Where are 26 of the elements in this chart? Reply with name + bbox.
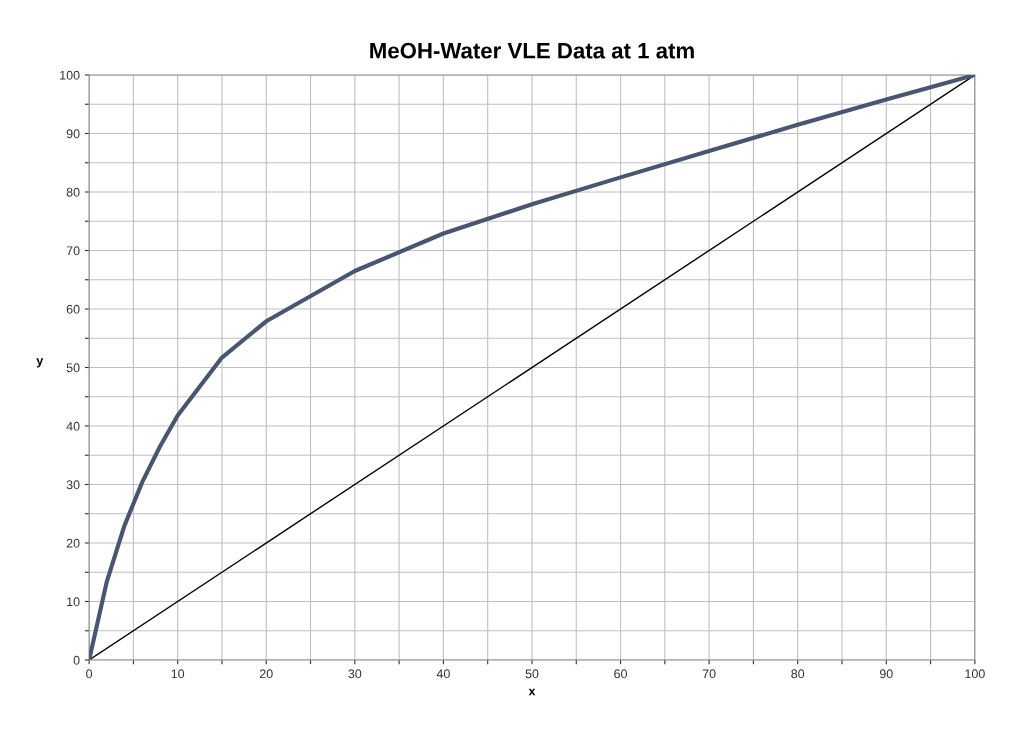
x-tick-label: 80 (791, 669, 805, 679)
x-tick-label: 30 (348, 669, 362, 679)
x-tick-label: 10 (171, 669, 185, 679)
y-tick-label: 30 (66, 480, 80, 490)
x-tick-label: 90 (879, 669, 893, 679)
y-tick-label: 20 (66, 538, 80, 548)
x-axis-title: x (528, 688, 536, 696)
y-tick-label: 0 (73, 655, 80, 665)
y-tick-label: 50 (66, 363, 80, 373)
y-tick-label: 80 (66, 187, 80, 197)
x-tick-label: 40 (436, 669, 450, 679)
y-axis-title: y (36, 358, 44, 368)
x-tick-label: 50 (525, 669, 539, 679)
y-tick-label: 100 (60, 70, 80, 80)
y-tick-label: 90 (66, 129, 80, 139)
x-tick-label: 60 (614, 669, 628, 679)
y-tick-label: 60 (66, 304, 80, 314)
x-tick-label: 70 (702, 669, 716, 679)
chart-title: MeOH-Water VLE Data at 1 atm (370, 42, 694, 59)
x-tick-label: 100 (965, 669, 985, 679)
line-series (89, 75, 975, 660)
y-tick-label: 40 (66, 421, 80, 431)
x-tick-label: 20 (259, 669, 273, 679)
y-tick-label: 70 (66, 246, 80, 256)
x-tick-label: 0 (86, 669, 93, 679)
y-tick-label: 10 (67, 597, 80, 607)
